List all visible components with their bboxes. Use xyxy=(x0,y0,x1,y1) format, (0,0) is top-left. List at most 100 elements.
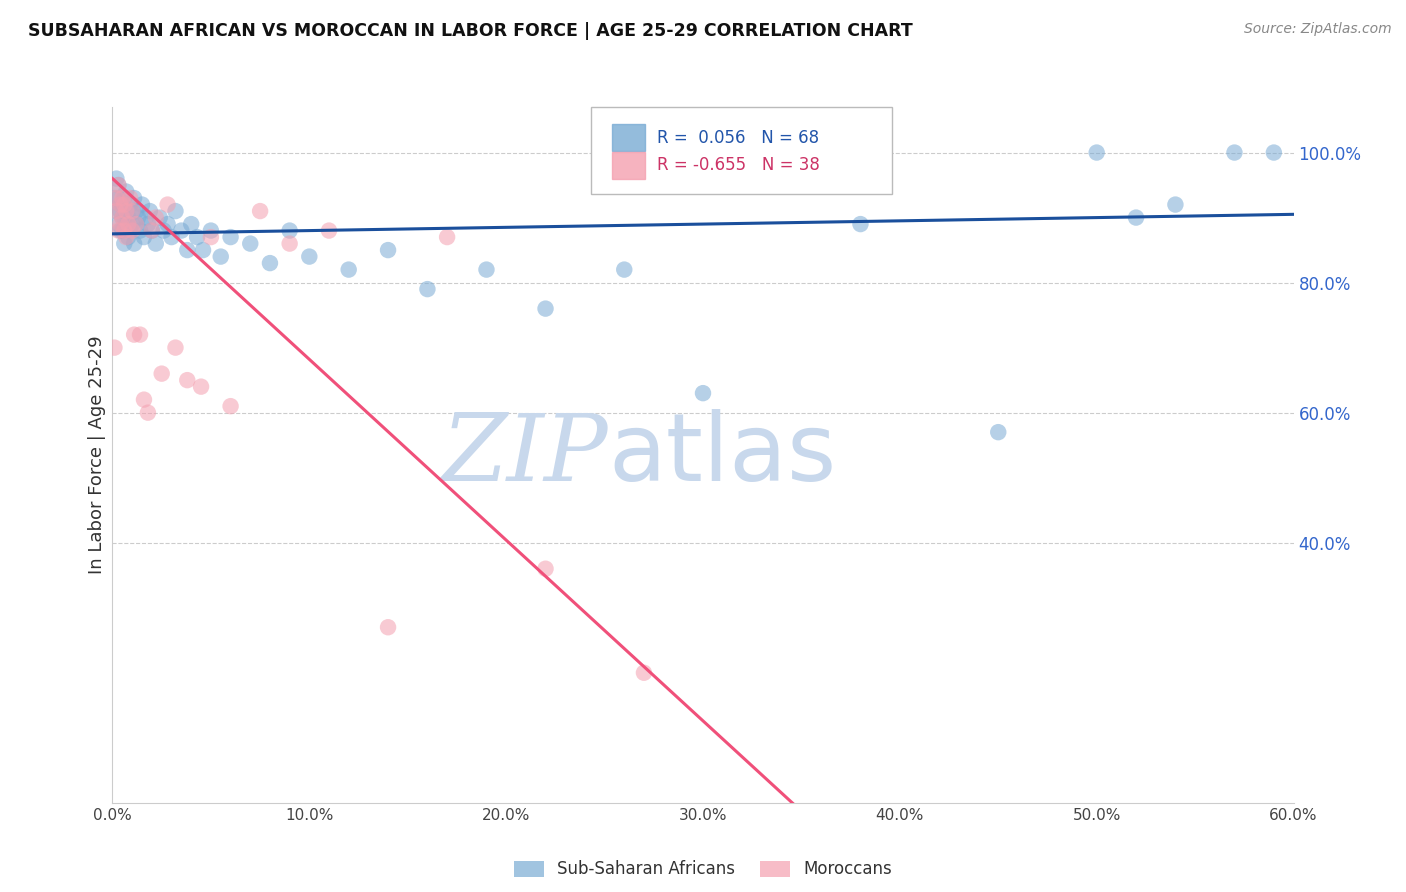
Point xyxy=(110,224,132,238)
Text: atlas: atlas xyxy=(609,409,837,501)
Point xyxy=(122,236,145,251)
Point xyxy=(377,620,399,634)
Point xyxy=(156,197,179,211)
Point xyxy=(105,204,128,219)
Point xyxy=(318,224,340,238)
Point xyxy=(132,392,155,407)
Point xyxy=(112,224,135,238)
Point xyxy=(112,211,135,225)
Point xyxy=(112,236,135,251)
FancyBboxPatch shape xyxy=(591,107,891,194)
Point xyxy=(117,217,139,231)
Point xyxy=(110,217,132,231)
Point xyxy=(534,562,557,576)
Point xyxy=(121,204,143,219)
Point xyxy=(475,262,498,277)
Point xyxy=(117,211,139,225)
Point xyxy=(165,204,187,219)
Point xyxy=(298,250,321,264)
Point xyxy=(110,204,132,219)
Point xyxy=(125,217,148,231)
Point xyxy=(139,204,162,219)
Point xyxy=(165,341,187,355)
Text: SUBSAHARAN AFRICAN VS MOROCCAN IN LABOR FORCE | AGE 25-29 CORRELATION CHART: SUBSAHARAN AFRICAN VS MOROCCAN IN LABOR … xyxy=(28,22,912,40)
Point xyxy=(115,204,138,219)
Point xyxy=(111,224,134,238)
Point xyxy=(105,171,128,186)
Point xyxy=(131,197,153,211)
Point xyxy=(125,204,148,219)
Point xyxy=(239,236,262,251)
Point xyxy=(149,211,172,225)
Point xyxy=(278,224,301,238)
Point xyxy=(120,224,142,238)
Point xyxy=(337,262,360,277)
Point xyxy=(209,250,232,264)
Point xyxy=(115,204,138,219)
Point xyxy=(416,282,439,296)
Y-axis label: In Labor Force | Age 25-29: In Labor Force | Age 25-29 xyxy=(87,335,105,574)
Point xyxy=(115,230,138,244)
Point xyxy=(1085,145,1108,160)
Point xyxy=(107,224,129,238)
Point xyxy=(141,224,163,238)
Point xyxy=(633,665,655,680)
Point xyxy=(152,224,174,238)
Point xyxy=(160,230,183,244)
Point xyxy=(145,236,167,251)
Point xyxy=(219,399,242,413)
Point xyxy=(127,211,149,225)
Point xyxy=(692,386,714,401)
Point xyxy=(170,224,193,238)
Point xyxy=(107,178,129,192)
Point xyxy=(120,197,142,211)
Point xyxy=(1164,197,1187,211)
Point xyxy=(129,327,152,342)
Point xyxy=(120,191,142,205)
Point xyxy=(141,224,163,238)
Point xyxy=(103,191,125,205)
Point xyxy=(186,230,208,244)
Point xyxy=(987,425,1010,439)
Point xyxy=(219,230,242,244)
Point xyxy=(278,236,301,251)
Point xyxy=(125,217,148,231)
Point xyxy=(111,191,134,205)
Point xyxy=(115,217,138,231)
Point xyxy=(135,211,157,225)
Bar xyxy=(612,124,645,151)
Legend: Sub-Saharan Africans, Moroccans: Sub-Saharan Africans, Moroccans xyxy=(508,854,898,885)
Point xyxy=(111,197,134,211)
Point xyxy=(849,217,872,231)
Point xyxy=(121,217,143,231)
Point xyxy=(150,367,173,381)
Point xyxy=(121,224,143,238)
Point xyxy=(103,341,125,355)
Point xyxy=(136,217,159,231)
Point xyxy=(1263,145,1285,160)
Point xyxy=(117,230,139,244)
Point xyxy=(190,379,212,393)
Point xyxy=(107,191,129,205)
Point xyxy=(132,230,155,244)
Point xyxy=(115,185,138,199)
Point xyxy=(176,373,198,387)
Point xyxy=(107,178,129,192)
Point xyxy=(613,262,636,277)
Point xyxy=(122,327,145,342)
Point xyxy=(112,197,135,211)
Point xyxy=(136,406,159,420)
Point xyxy=(111,211,134,225)
Point xyxy=(121,204,143,219)
Text: R =  0.056   N = 68: R = 0.056 N = 68 xyxy=(657,128,820,146)
Point xyxy=(200,230,222,244)
Point xyxy=(156,217,179,231)
Point xyxy=(436,230,458,244)
Text: Source: ZipAtlas.com: Source: ZipAtlas.com xyxy=(1244,22,1392,37)
Point xyxy=(1223,145,1246,160)
Point xyxy=(105,204,128,219)
Point xyxy=(249,204,271,219)
Point xyxy=(145,211,167,225)
Point xyxy=(110,197,132,211)
Point xyxy=(259,256,281,270)
